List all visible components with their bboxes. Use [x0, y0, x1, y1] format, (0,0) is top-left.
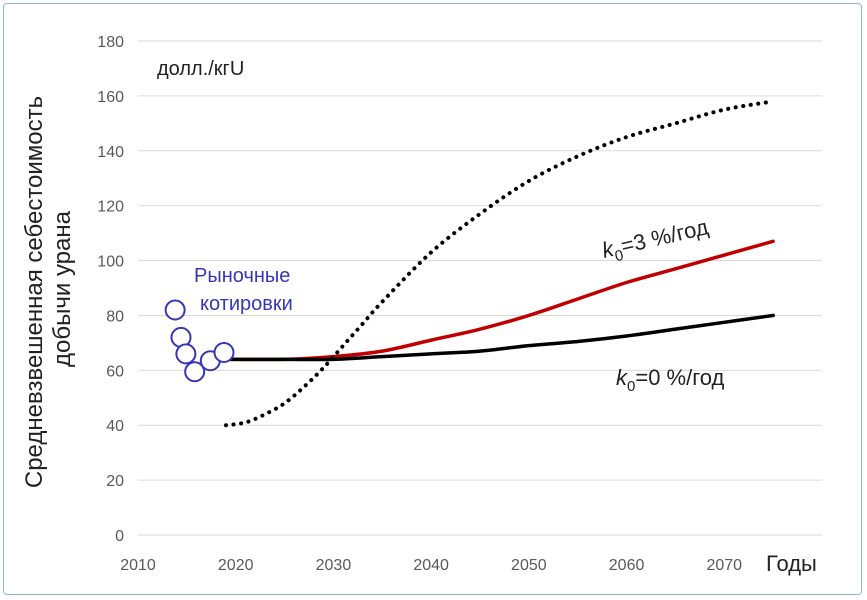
market-quotes-label-line2: котировки — [200, 293, 293, 315]
x-tick-label: 2070 — [706, 557, 742, 574]
y-tick-label: 120 — [97, 199, 124, 216]
x-axis-label: Годы — [766, 551, 817, 576]
y-tick-label: 0 — [115, 528, 124, 545]
x-tick-label: 2030 — [316, 557, 352, 574]
market-quote-point — [175, 343, 197, 365]
y-tick-label: 80 — [106, 308, 124, 325]
y-tick-label: 160 — [97, 89, 124, 106]
market-quote-points — [164, 299, 235, 383]
x-tick-label: 2020 — [218, 557, 254, 574]
series-line-k3 — [224, 239, 775, 362]
series-line-k0 — [224, 313, 775, 362]
y-tick-label: 140 — [97, 144, 124, 161]
x-tick-label: 2050 — [511, 557, 547, 574]
y-tick-label: 40 — [106, 418, 124, 435]
y-axis-label-line2: добычи урана — [49, 210, 76, 367]
market-quote-point — [164, 299, 186, 321]
series-lines — [223, 99, 776, 428]
x-tick-label: 2060 — [609, 557, 645, 574]
chart-frame — [3, 3, 862, 595]
y-tick-label: 60 — [106, 363, 124, 380]
y-tick-label: 20 — [106, 473, 124, 490]
x-tick-label: 2040 — [413, 557, 449, 574]
x-tick-labels: 2010 2020 2030 2040 2050 2060 2070 — [120, 557, 742, 574]
y-tick-label: 100 — [97, 254, 124, 271]
grid-lines — [138, 40, 822, 536]
x-tick-label: 2010 — [120, 557, 156, 574]
y-tick-labels: 0 20 40 60 80 100 120 140 160 180 — [97, 34, 124, 545]
market-quote-point — [213, 341, 235, 363]
series-line-dotted — [223, 99, 776, 428]
y-axis-label-line1: Средневзвешенная себестоимость — [21, 96, 48, 488]
series-label-k3: k0=3 %/год — [600, 214, 712, 268]
unit-label: долл./кгU — [157, 58, 244, 80]
y-tick-label: 180 — [97, 34, 124, 51]
series-label-k0: k0=0 %/год — [616, 365, 725, 395]
market-quote-point — [184, 361, 206, 383]
market-quotes-label-line1: Рыночные — [194, 265, 290, 287]
